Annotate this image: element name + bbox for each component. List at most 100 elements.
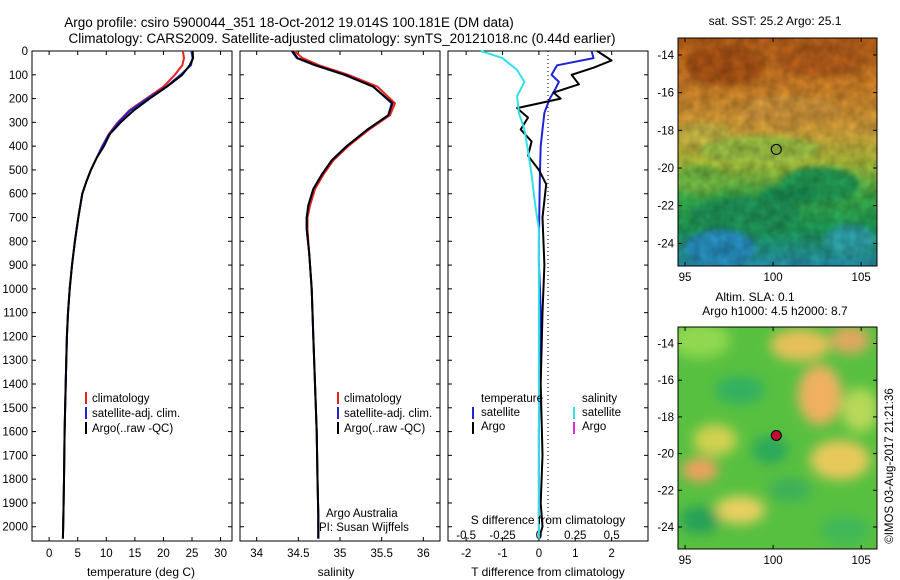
y-tick-label: 1700 xyxy=(2,450,28,462)
legend-swatch-argo xyxy=(85,422,87,434)
lon-tick-label: 95 xyxy=(679,272,692,284)
lat-tick-label: -18 xyxy=(657,125,674,137)
lat-tick-label: -24 xyxy=(657,522,674,534)
y-tick-label: 100 xyxy=(9,70,28,82)
series-line-argo-raw-qc xyxy=(291,50,394,539)
legend-swatch-satellite xyxy=(85,407,87,419)
lat-tick-label: -20 xyxy=(657,163,674,175)
legend-swatch-s-satellite xyxy=(573,407,575,419)
y-tick-label: 1200 xyxy=(2,331,28,343)
x-tick-label: 0 xyxy=(536,548,542,560)
x-tick-label: -2 xyxy=(461,548,471,560)
x-tick-label: 20 xyxy=(157,548,170,560)
y-tick-label: 500 xyxy=(9,165,28,177)
legend-swatch-argo xyxy=(337,422,339,434)
imos-timestamp: ©IMOS 03-Aug-2017 21:21:36 xyxy=(884,388,896,544)
legend-label-s-satellite: satellite xyxy=(582,407,621,419)
series-line-t-satellite xyxy=(537,50,595,539)
legend-label-t-satellite: satellite xyxy=(481,407,520,419)
lat-tick-label: -20 xyxy=(657,449,674,461)
sla-map-title-line1: Altim. SLA: 0.1 xyxy=(715,290,795,304)
series-line-climatology xyxy=(293,50,396,539)
y-tick-label: 1400 xyxy=(2,379,28,391)
x-tick-label: -1 xyxy=(497,548,507,560)
temperature-legend: climatology satellite-adj. clim. Argo(..… xyxy=(85,392,180,435)
legend-label-satellite: satellite-adj. clim. xyxy=(92,408,180,420)
sst-field xyxy=(678,38,877,266)
x-tick-label: 1 xyxy=(572,548,578,560)
y-tick-label: 1500 xyxy=(2,403,28,415)
x-tick-label: 0 xyxy=(46,548,52,560)
salinity-panel: 34 34.5 35 35.5 36 salinity climatology sate… xyxy=(239,50,441,579)
y-tick-label: 600 xyxy=(9,189,28,201)
y-tick-label: 1600 xyxy=(2,427,28,439)
s-tick-label: -0.5 xyxy=(456,530,476,542)
y-tick-label: 1300 xyxy=(2,355,28,367)
lat-tick-label: -18 xyxy=(657,412,674,424)
series-line-satellite-adj-clim xyxy=(61,50,194,539)
lat-tick-label: -14 xyxy=(657,50,674,62)
lat-tick-label: -22 xyxy=(657,485,674,497)
y-tick-label: 1100 xyxy=(3,308,28,320)
lon-tick-label: 105 xyxy=(852,272,871,284)
s-tick-label: 0.5 xyxy=(604,530,620,542)
y-tick-label: 900 xyxy=(9,260,28,272)
legend-swatch-s-argo xyxy=(573,422,575,434)
series-line-climatology xyxy=(61,50,185,539)
sla-field xyxy=(678,327,877,549)
x-tick-label: 34.5 xyxy=(287,548,309,560)
legend-title-salinity: salinity xyxy=(582,393,617,405)
lon-tick-label: 105 xyxy=(852,555,871,567)
x-tick-label: 15 xyxy=(128,548,141,560)
legend-swatch-climatology xyxy=(337,392,339,404)
legend-label-argo: Argo(..raw -QC) xyxy=(344,423,425,435)
y-tick-label: 400 xyxy=(9,141,28,153)
legend-title-temperature: temperature xyxy=(481,393,543,405)
sst-map-title: sat. SST: 25.2 Argo: 25.1 xyxy=(709,14,842,28)
difference-panel: -2 -1 0 1 2-0.5 -0.25 0 0.25 0.5 T difference fr… xyxy=(447,50,649,579)
credit-pi: PI: Susan Wijffels xyxy=(319,522,409,534)
legend-swatch-climatology xyxy=(85,392,87,404)
lat-tick-label: -16 xyxy=(657,375,674,387)
sla-map-title-line2: Argo h1000: 4.5 h2000: 8.7 xyxy=(702,304,848,318)
s-tick-label: 0.25 xyxy=(564,530,586,542)
legend-label-climatology: climatology xyxy=(92,393,150,405)
legend-swatch-t-argo xyxy=(472,422,474,434)
difference-legend: temperature satellite Argo salinity sate… xyxy=(472,393,621,434)
x-tick-label: 30 xyxy=(214,548,227,560)
y-tick-label: 300 xyxy=(9,117,28,129)
series-line-s-satellite xyxy=(480,50,540,539)
lon-tick-label: 100 xyxy=(764,272,783,284)
temperature-axes xyxy=(31,50,233,542)
argo-float-marker xyxy=(770,143,782,155)
lat-tick-label: -16 xyxy=(657,88,674,100)
temperature-panel: 0100200300400500600700800900100011001200… xyxy=(2,46,233,579)
legend-label-s-argo: Argo xyxy=(582,421,606,433)
lon-tick-label: 95 xyxy=(679,555,692,567)
temperature-xlabel: temperature (deg C) xyxy=(87,565,195,579)
x-tick-label: 34 xyxy=(250,548,263,560)
y-tick-label: 2000 xyxy=(2,522,28,534)
legend-swatch-t-satellite xyxy=(472,407,474,419)
y-tick-label: 1800 xyxy=(2,474,28,486)
y-tick-label: 1900 xyxy=(2,498,28,510)
x-tick-label: 35 xyxy=(334,548,347,560)
y-tick-label: 0 xyxy=(22,46,28,58)
x-tick-label: 10 xyxy=(100,548,113,560)
series-line-argo-raw-qc xyxy=(61,50,195,539)
salinity-axes xyxy=(239,50,441,542)
x-tick-label: 35.5 xyxy=(370,548,392,560)
series-line-t-argo xyxy=(516,50,613,539)
legend-label-t-argo: Argo xyxy=(481,421,505,433)
salinity-legend: climatology satellite-adj. clim. Argo(..… xyxy=(337,392,432,435)
x-tick-label: 36 xyxy=(417,548,430,560)
salinity-xlabel: salinity xyxy=(318,565,355,579)
s-tick-label: -0.25 xyxy=(489,530,515,542)
x-tick-label: 5 xyxy=(75,548,81,560)
x-tick-label: 2 xyxy=(608,548,614,560)
legend-label-satellite: satellite-adj. clim. xyxy=(344,408,432,420)
credit-argo-australia: Argo Australia xyxy=(326,508,398,520)
sla-map: Altim. SLA: 0.1 Argo h1000: 4.5 h2000: 8… xyxy=(657,290,878,567)
difference-xlabel-top: S difference from climatology xyxy=(471,513,626,527)
